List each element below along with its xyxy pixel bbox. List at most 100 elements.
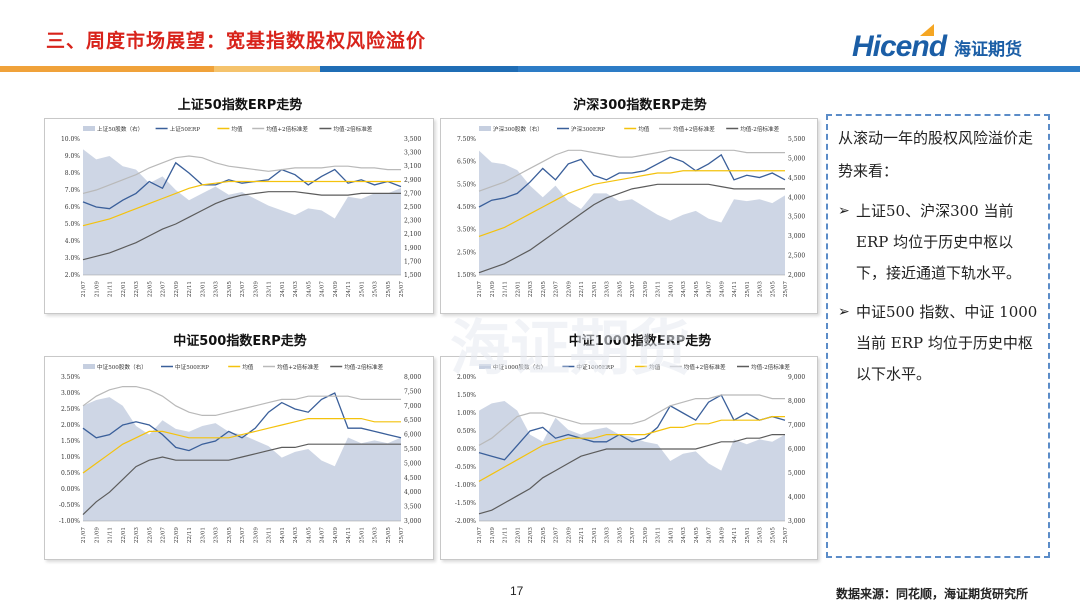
y-right-tick-label: 5,000	[788, 470, 805, 477]
y-right-tick-label: 2,700	[404, 190, 421, 197]
y-left-tick-label: 3.00%	[61, 390, 80, 397]
series-line-upper	[478, 394, 785, 446]
y-right-tick-label: 5,500	[404, 446, 421, 453]
y-left-tick-label: 1.50%	[61, 438, 80, 445]
chart-title-zz500: 中证500指数ERP走势	[173, 334, 307, 349]
y-left-tick-label: 6.0%	[65, 204, 81, 211]
y-left-tick-label: 2.0%	[65, 272, 81, 279]
x-tick-label: 21/11	[503, 281, 509, 297]
x-tick-label: 22/11	[187, 527, 193, 543]
series-area-index	[83, 149, 401, 275]
y-left-tick-label: 5.0%	[65, 221, 81, 228]
x-tick-label: 23/11	[656, 527, 662, 543]
y-right-tick-label: 3,000	[788, 233, 805, 240]
legend-label: 均值	[231, 125, 243, 133]
commentary-bullet-text: 上证50、沪深300 当前 ERP 均位于历史中枢以下，接近通道下轨水平。	[856, 202, 1022, 282]
y-left-tick-label: 0.50%	[457, 428, 476, 435]
x-tick-label: 25/01	[745, 527, 751, 543]
commentary-bullet: ➢ 上证50、沪深300 当前 ERP 均位于历史中枢以下，接近通道下轨水平。	[838, 196, 1038, 289]
x-tick-label: 24/01	[668, 527, 674, 543]
header-band-1	[0, 66, 214, 72]
x-tick-label: 22/07	[554, 527, 560, 544]
y-right-tick-label: 2,300	[404, 218, 421, 225]
y-left-tick-label: 9.0%	[65, 153, 81, 160]
x-tick-label: 22/11	[579, 281, 585, 297]
x-tick-label: 22/03	[134, 527, 140, 544]
x-tick-label: 22/03	[134, 281, 140, 298]
y-left-tick-label: 4.50%	[457, 204, 476, 211]
x-tick-label: 25/05	[386, 527, 392, 544]
x-tick-label: 23/05	[227, 527, 233, 544]
y-left-tick-label: 2.00%	[457, 374, 476, 381]
y-left-tick-label: 8.0%	[65, 170, 81, 177]
x-tick-label: 23/03	[214, 281, 220, 298]
series-line-lower	[478, 183, 785, 274]
series-line-upper	[82, 386, 401, 417]
legend-label: 均值+2倍标准差	[673, 125, 715, 133]
legend-label: 均值-2倍标准差	[751, 363, 790, 371]
y-right-tick-label: 5,000	[404, 460, 421, 467]
chart-title-hs300: 沪深300指数ERP走势	[573, 98, 707, 113]
legend-label: 均值+2倍标准差	[684, 363, 726, 371]
y-left-tick-label: 1.50%	[457, 392, 476, 399]
x-tick-label: 24/03	[681, 281, 687, 298]
y-left-tick-label: 2.50%	[457, 249, 476, 256]
y-left-tick-label: 10.0%	[61, 136, 80, 143]
x-tick-label: 22/01	[121, 281, 127, 297]
x-tick-label: 25/01	[359, 527, 365, 543]
x-tick-label: 24/05	[306, 281, 312, 298]
x-tick-label: 22/09	[174, 281, 180, 298]
series-line-erp	[478, 153, 786, 208]
x-tick-label: 23/03	[605, 281, 611, 298]
logo-cn-text: 海证期货	[954, 39, 1023, 60]
y-left-tick-label: 5.50%	[457, 181, 476, 188]
x-tick-label: 24/07	[707, 281, 713, 298]
y-left-tick-label: 7.0%	[65, 187, 81, 194]
x-tick-label: 25/07	[783, 527, 789, 544]
x-tick-label: 23/01	[200, 527, 206, 543]
y-left-tick-label: -1.00%	[59, 518, 80, 525]
x-tick-label: 23/07	[630, 527, 636, 544]
y-right-tick-label: 4,000	[404, 489, 421, 496]
x-tick-label: 25/05	[770, 527, 776, 544]
series-line-erp	[82, 392, 402, 452]
legend-label: 均值-2倍标准差	[740, 125, 779, 133]
x-tick-label: 23/11	[267, 281, 273, 297]
x-tick-label: 22/07	[554, 281, 560, 298]
x-tick-label: 24/09	[333, 281, 339, 298]
legend-label: 均值+2倍标准差	[277, 363, 319, 371]
y-left-tick-label: -1.00%	[455, 482, 476, 489]
x-tick-label: 21/11	[108, 527, 114, 543]
x-tick-label: 25/07	[399, 281, 405, 298]
y-right-tick-label: 3,000	[788, 518, 805, 525]
x-tick-label: 23/11	[267, 527, 273, 543]
y-left-tick-label: 7.50%	[457, 136, 476, 143]
y-right-tick-label: 3,000	[404, 518, 421, 525]
x-tick-label: 24/01	[668, 281, 674, 297]
x-tick-label: 23/01	[592, 527, 598, 543]
x-tick-label: 22/09	[174, 527, 180, 544]
header-band-2	[214, 66, 320, 72]
y-right-tick-label: 6,000	[788, 446, 805, 453]
x-tick-label: 23/03	[214, 527, 220, 544]
legend-label: 中证1000股数（右）	[493, 363, 546, 371]
y-left-tick-label: -0.50%	[59, 502, 80, 509]
x-tick-label: 24/07	[320, 281, 326, 298]
x-tick-label: 23/09	[643, 527, 649, 544]
y-left-tick-label: 1.50%	[457, 272, 476, 279]
legend-label: 均值+2倍标准差	[266, 125, 308, 133]
legend-label: 中证500ERP	[175, 363, 209, 371]
y-right-tick-label: 2,900	[404, 177, 421, 184]
x-tick-label: 21/09	[490, 281, 496, 298]
series-line-lower	[478, 433, 785, 515]
legend-swatch	[83, 364, 95, 369]
x-tick-label: 25/03	[758, 281, 764, 298]
x-tick-label: 25/05	[770, 281, 776, 298]
chart-panel-sz50: 上证50股数（右） 上证50ERP 均值 均值+2倍标准差 均值-2倍标准差 2.0% 3.…	[44, 118, 434, 314]
x-tick-label: 24/01	[280, 527, 286, 543]
x-tick-label: 23/07	[240, 527, 246, 544]
x-tick-label: 24/01	[280, 281, 286, 297]
x-tick-label: 24/03	[293, 281, 299, 298]
y-right-tick-label: 3,500	[788, 214, 805, 221]
x-tick-label: 23/09	[253, 281, 259, 298]
